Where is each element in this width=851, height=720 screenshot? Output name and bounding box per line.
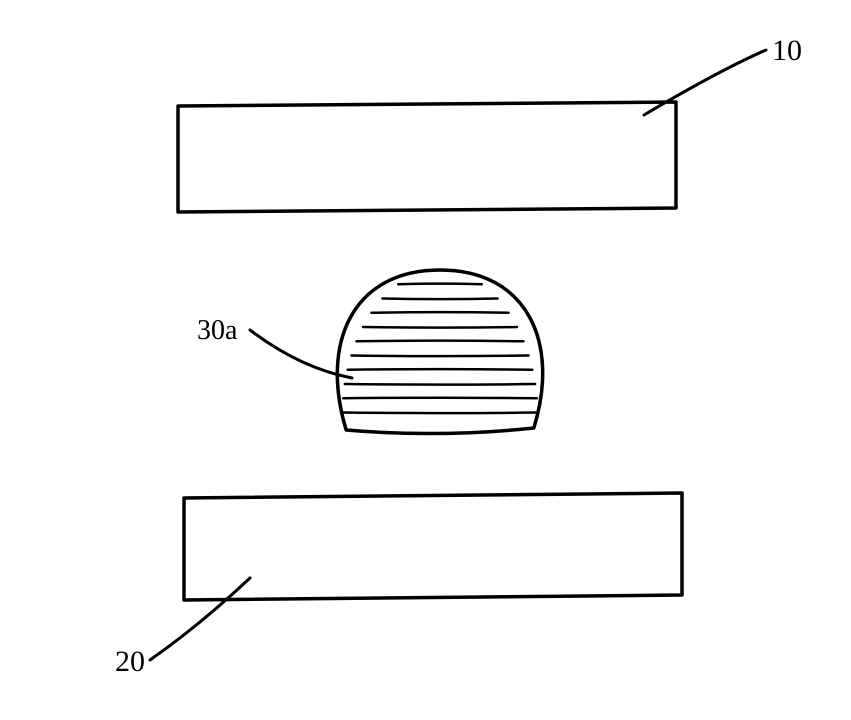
diagram-svg xyxy=(0,0,851,720)
top-plate xyxy=(178,102,676,212)
bottom-plate xyxy=(184,493,682,600)
figure-canvas: 10 30a 20 xyxy=(0,0,851,720)
hatched-dome xyxy=(337,270,542,434)
